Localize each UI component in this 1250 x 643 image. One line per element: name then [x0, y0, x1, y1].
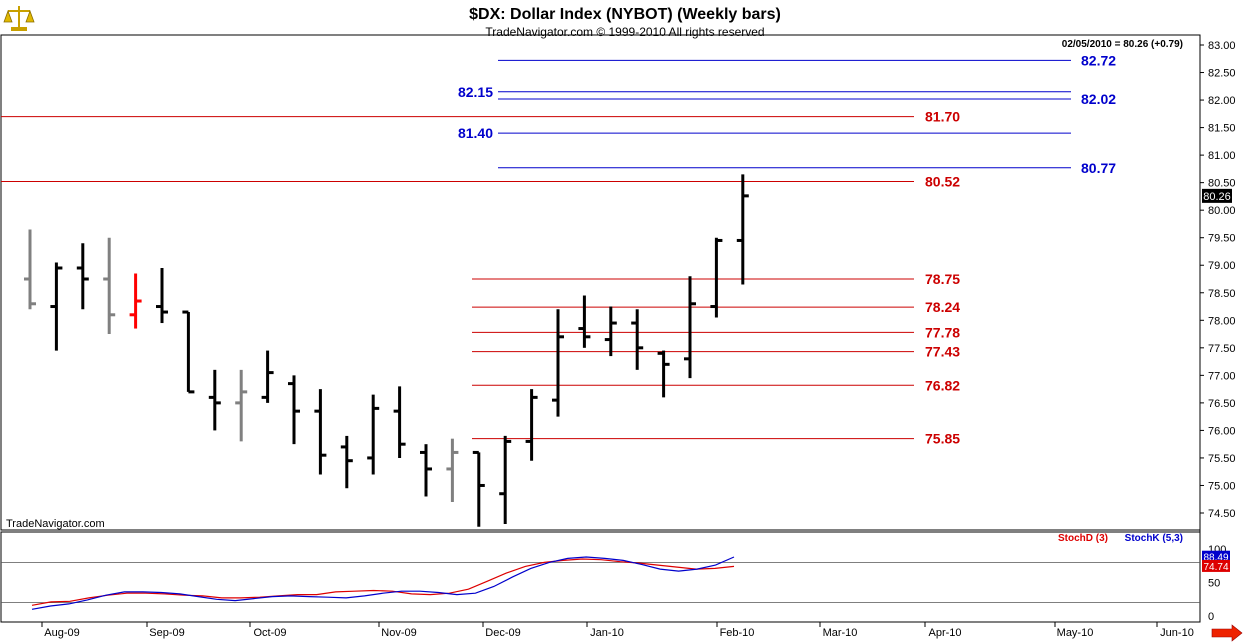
- date-tick-label: Mar-10: [823, 627, 858, 639]
- scroll-right-arrow-icon[interactable]: [1211, 624, 1243, 642]
- indicator-panel-frame: [0, 531, 1201, 623]
- date-tick-label: Jun-10: [1160, 627, 1194, 639]
- level-label: 78.24: [925, 299, 960, 315]
- price-tick-label: 75.50: [1208, 453, 1236, 465]
- level-label: 75.85: [925, 431, 960, 447]
- legend-stochd: StochD (3): [1058, 533, 1108, 544]
- level-label: 82.02: [1081, 91, 1116, 107]
- price-tick-label: 81.00: [1208, 150, 1236, 162]
- ohlc-bar: [314, 389, 327, 475]
- price-panel-frame: [0, 34, 1201, 531]
- ohlc-bar: [288, 375, 300, 445]
- date-tick-label: Feb-10: [720, 627, 755, 639]
- ohlc-bar: [156, 267, 168, 324]
- ohlc-bar: [604, 306, 617, 357]
- last-quote-readout: 02/05/2010 = 80.26 (+0.79): [1062, 39, 1183, 50]
- ohlc-bar: [76, 243, 89, 310]
- ohlc-bar: [103, 237, 116, 335]
- ohlc-bar: [420, 444, 432, 497]
- price-tick-label: 78.50: [1208, 288, 1236, 300]
- ohlc-bar: [736, 174, 749, 285]
- ohlc-bar: [631, 309, 644, 370]
- stochk-line: [31, 556, 735, 610]
- ohlc-bar: [129, 273, 142, 329]
- date-tick-label: Aug-09: [44, 627, 79, 639]
- stoch-value-label: 74.74: [1203, 562, 1228, 573]
- stoch-value-box: [1202, 559, 1230, 572]
- stochd-line: [31, 558, 735, 606]
- ohlc-bar: [525, 389, 538, 461]
- stoch-value-box: [1202, 550, 1230, 563]
- level-label: 76.82: [925, 377, 960, 393]
- scale-balance-icon[interactable]: [3, 4, 36, 32]
- ohlc-bar: [182, 310, 195, 394]
- price-tick-label: 79.50: [1208, 233, 1236, 245]
- ohlc-bar: [367, 394, 380, 475]
- level-label: 80.77: [1081, 160, 1116, 176]
- ohlc-bar: [472, 450, 485, 527]
- level-label: 80.52: [925, 174, 960, 190]
- ohlc-bar: [24, 229, 36, 310]
- ohlc-bar: [499, 435, 512, 525]
- price-bars: [24, 174, 749, 527]
- price-tick-label: 76.00: [1208, 425, 1236, 437]
- ohlc-bar: [710, 237, 723, 318]
- price-tick-label: 79.00: [1208, 260, 1236, 272]
- price-tick-label: 82.50: [1208, 68, 1236, 80]
- price-tick-label: 77.00: [1208, 370, 1236, 382]
- price-axis: 83.00 82.50 82.00 81.50 81.00 80.50 80.00 79.50…: [1200, 40, 1236, 520]
- date-tick-label: Jan-10: [590, 627, 624, 639]
- copyright-subtitle: TradeNavigator.com © 1999-2010 All right…: [485, 25, 764, 39]
- level-label: 77.43: [925, 344, 960, 360]
- level-label: 82.72: [1081, 52, 1116, 68]
- ohlc-bar: [393, 386, 406, 458]
- price-tick-label: 80.50: [1208, 178, 1236, 190]
- level-label: 81.70: [925, 109, 960, 125]
- ohlc-bar: [552, 309, 564, 417]
- stoch-tick-label: 50: [1208, 578, 1220, 590]
- ohlc-bar: [340, 435, 353, 489]
- date-tick-label: Apr-10: [928, 627, 961, 639]
- ohlc-bar: [657, 350, 670, 398]
- last-price-label: 80.26: [1203, 191, 1231, 203]
- price-tick-label: 74.50: [1208, 508, 1236, 520]
- ohlc-bar: [208, 369, 221, 431]
- ohlc-bar: [235, 369, 248, 442]
- date-tick-label: Oct-09: [253, 627, 286, 639]
- price-tick-label: 82.00: [1208, 95, 1236, 107]
- stoch-value-label: 88.49: [1203, 553, 1228, 564]
- chart-title: $DX: Dollar Index (NYBOT) (Weekly bars): [469, 6, 781, 23]
- legend-stochk: StochK (5,3): [1125, 533, 1183, 544]
- level-label: 78.75: [925, 271, 960, 287]
- date-tick-label: Dec-09: [485, 627, 520, 639]
- price-tick-label: 80.00: [1208, 205, 1236, 217]
- watermark-text: TradeNavigator.com: [6, 518, 105, 530]
- price-tick-label: 83.00: [1208, 40, 1236, 52]
- ohlc-bar: [50, 262, 63, 351]
- ohlc-bar: [261, 350, 274, 403]
- level-label: 81.40: [458, 125, 493, 141]
- price-tick-label: 76.50: [1208, 398, 1236, 410]
- price-tick-label: 77.50: [1208, 343, 1236, 355]
- last-price-box: [1202, 188, 1232, 203]
- level-label: 82.15: [458, 84, 493, 100]
- price-tick-label: 81.50: [1208, 123, 1236, 135]
- stoch-tick-label: 0: [1208, 611, 1214, 623]
- ohlc-bar: [446, 438, 459, 502]
- level-lines: 82.72 82.15 82.02 81.70 81.40 80.77 80.52 78.75…: [1, 52, 1116, 447]
- date-tick-label: Sep-09: [149, 627, 184, 639]
- price-tick-label: 78.00: [1208, 315, 1236, 327]
- level-label: 77.78: [925, 324, 960, 340]
- date-axis: Aug-09 Sep-09 Oct-09 Nov-09 Dec-09 Jan-10 Feb-…: [41, 622, 1194, 639]
- date-tick-label: May-10: [1057, 627, 1094, 639]
- ohlc-bar: [684, 276, 696, 379]
- price-tick-label: 75.00: [1208, 480, 1236, 492]
- ohlc-bar: [578, 295, 591, 348]
- date-tick-label: Nov-09: [381, 627, 416, 639]
